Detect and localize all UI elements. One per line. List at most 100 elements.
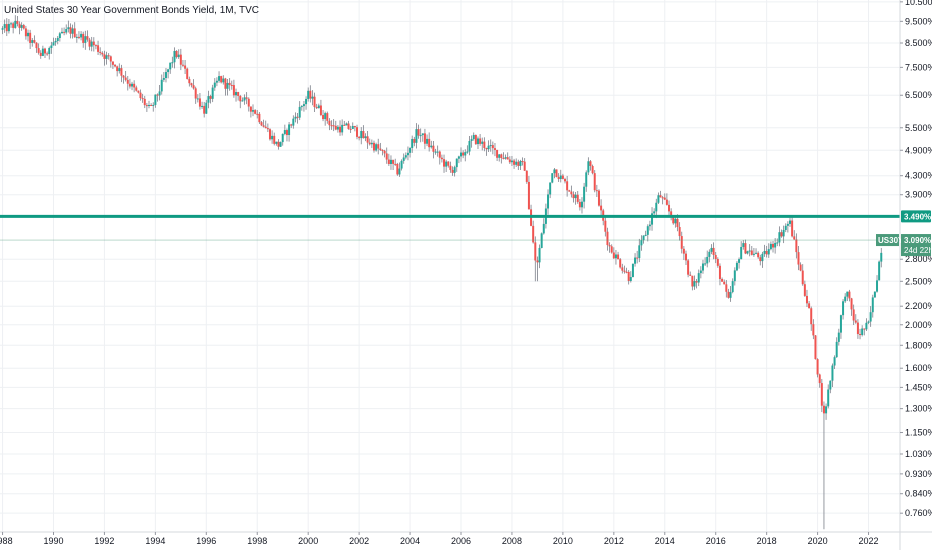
candle-body [364, 136, 367, 139]
y-tick-label: 9.500% [905, 16, 932, 26]
candle-body [540, 233, 543, 248]
candle-body [353, 125, 356, 128]
candle-body [107, 55, 110, 57]
candle-body [689, 274, 692, 276]
candle-body [167, 69, 170, 73]
candle-body [18, 23, 21, 28]
candle-body [701, 263, 704, 271]
candle-body [370, 142, 373, 145]
candle-body [600, 205, 603, 211]
candle-body [128, 83, 131, 87]
candle-body [266, 128, 269, 130]
candle-body [148, 104, 150, 106]
candle-body [413, 138, 416, 143]
candle-body [723, 281, 726, 285]
candle-body [12, 23, 15, 28]
candle-body [593, 173, 596, 191]
candle-body [680, 236, 683, 249]
candle-body [610, 246, 613, 253]
candle-body [139, 92, 142, 99]
candle-body [517, 161, 520, 166]
candle-body [305, 98, 308, 105]
candle-body [419, 135, 422, 137]
candle-body [750, 250, 753, 255]
candle-body [120, 68, 123, 76]
candle-body [523, 161, 526, 171]
y-tick-label: 0.840% [905, 489, 932, 499]
candle-body [504, 157, 507, 159]
candle-body [772, 243, 775, 248]
candle-body [443, 159, 446, 167]
candle-body [137, 90, 140, 93]
candle-body [39, 52, 42, 56]
candle-body [29, 32, 32, 43]
candle-body [196, 98, 199, 100]
candle-body [852, 309, 855, 321]
candle-body [398, 168, 401, 175]
candle-body [808, 303, 811, 309]
candle-body [211, 87, 214, 99]
candle-body [387, 159, 390, 165]
candle-body [878, 261, 881, 281]
candle-body [50, 45, 53, 49]
y-tick-label: 1.300% [905, 404, 932, 414]
symbol-badge [876, 234, 899, 247]
candle-body [372, 142, 375, 151]
candle-body [869, 312, 872, 322]
candle-body [264, 126, 267, 129]
candle-body [665, 199, 668, 205]
candle-body [24, 28, 27, 37]
candle-body [360, 131, 363, 139]
candle-body [612, 252, 615, 259]
x-tick-label: 2002 [349, 536, 369, 546]
candle-body [198, 98, 201, 107]
candle-body [311, 96, 314, 99]
candle-body [368, 142, 371, 145]
candle-body [786, 223, 789, 226]
candle-body [752, 253, 755, 255]
candle-body [175, 50, 178, 58]
candle-body [309, 90, 312, 99]
candle-body [483, 141, 486, 148]
candle-body [41, 48, 44, 56]
candle-body [252, 110, 255, 112]
candle-body [262, 125, 265, 127]
candle-body [816, 359, 819, 375]
candle-body [362, 131, 365, 139]
x-tick-label: 2020 [808, 536, 828, 546]
candle-body [638, 245, 641, 259]
candle-body [644, 234, 647, 236]
candle-body [746, 251, 749, 254]
x-tick-label: 1998 [247, 536, 267, 546]
candle-body [432, 145, 435, 152]
candle-body [534, 242, 537, 261]
candle-body [181, 64, 184, 66]
x-tick-label: 2012 [604, 536, 624, 546]
y-tick-label: 5.500% [905, 123, 932, 133]
candle-body [288, 124, 291, 136]
candle-body [52, 42, 55, 46]
x-tick-label: 1990 [43, 536, 63, 546]
candle-body [230, 84, 233, 86]
candle-body [820, 383, 823, 406]
candle-body [617, 254, 620, 260]
candle-body [765, 250, 768, 255]
candle-body [564, 178, 567, 182]
candle-body [761, 253, 764, 262]
candle-body [143, 98, 146, 106]
y-tick-label: 1.030% [905, 449, 932, 459]
candle-body [876, 280, 879, 292]
candle-body [859, 334, 862, 336]
candle-body [135, 87, 138, 91]
candle-body [854, 320, 857, 323]
candle-body [578, 201, 581, 208]
candle-body [861, 328, 864, 335]
candle-body [684, 253, 687, 261]
candle-body [748, 250, 751, 252]
chart-title: United States 30 Year Government Bonds Y… [4, 5, 259, 16]
candle-body [464, 152, 467, 156]
candle-body [738, 259, 741, 263]
candle-body [663, 197, 666, 200]
x-tick-label: 2018 [757, 536, 777, 546]
